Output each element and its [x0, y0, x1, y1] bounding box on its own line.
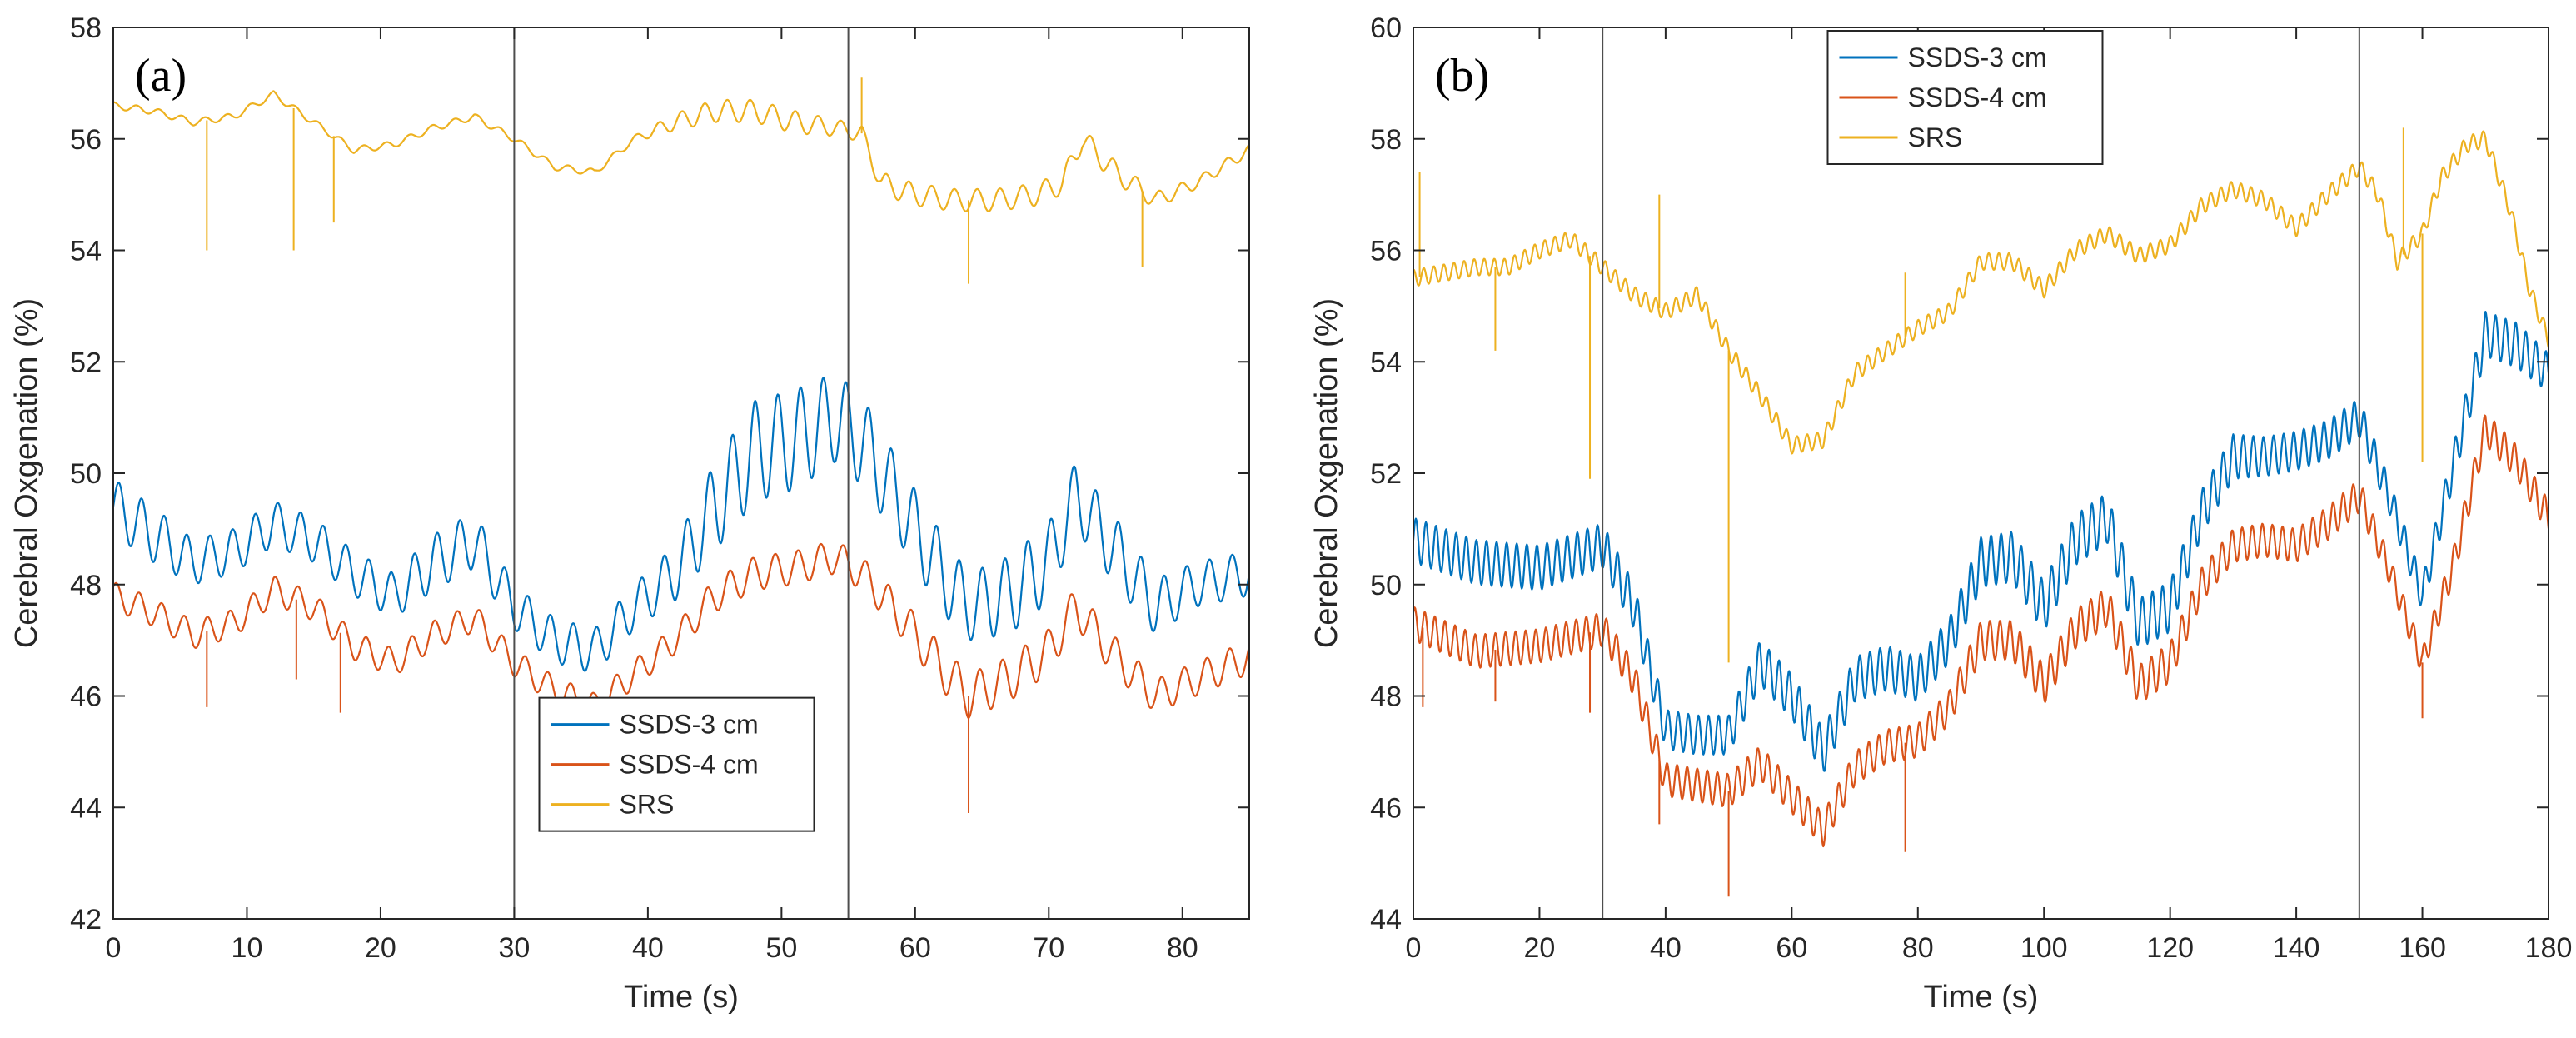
- series-line-ssds-4-cm: [113, 542, 1249, 720]
- x-tick-label: 60: [899, 932, 931, 964]
- x-tick-label: 120: [2146, 932, 2194, 964]
- legend-entry-label: SSDS-4 cm: [620, 750, 759, 780]
- x-tick-label: 10: [232, 932, 263, 964]
- x-tick-label: 60: [1776, 932, 1807, 964]
- x-tick-label: 0: [1406, 932, 1422, 964]
- x-tick-label: 30: [498, 932, 530, 964]
- y-tick-label: 44: [1370, 904, 1402, 936]
- x-axis-label: Time (s): [624, 980, 739, 1015]
- y-tick-label: 54: [70, 236, 102, 267]
- x-tick-label: 40: [632, 932, 664, 964]
- y-axis-label: Cerebral Oxgenation (%): [9, 298, 44, 648]
- legend: SSDS-3 cm SSDS-4 cm SRS: [1826, 30, 2104, 165]
- legend-entry-label: SSDS-4 cm: [1907, 82, 2046, 112]
- y-tick-label: 50: [1370, 570, 1402, 601]
- y-tick-label: 58: [70, 12, 102, 44]
- y-tick-label: 56: [70, 124, 102, 156]
- legend-entry-label: SSDS-3 cm: [620, 710, 759, 740]
- x-tick-label: 100: [2020, 932, 2068, 964]
- legend-entry-label: SRS: [620, 790, 675, 820]
- y-tick-label: 48: [1370, 681, 1402, 713]
- x-tick-label: 50: [765, 932, 797, 964]
- legend: SSDS-3 cm SSDS-4 cm SRS: [538, 696, 815, 832]
- y-tick-label: 52: [1370, 458, 1402, 490]
- x-axis-label: Time (s): [1924, 980, 2039, 1015]
- y-tick-label: 50: [70, 458, 102, 490]
- x-tick-label: 0: [106, 932, 122, 964]
- x-tick-label: 80: [1167, 932, 1198, 964]
- chart-panel-a: 0 10 20 30 40 50 60 70 80 42 44 46 48 50 52 54 56 58 Time …: [9, 12, 1250, 1015]
- legend-entry-label: SRS: [1907, 122, 1962, 152]
- panel-label: (a): [135, 50, 187, 102]
- legend-entry-label: SSDS-3 cm: [1907, 42, 2046, 72]
- x-tick-label: 70: [1033, 932, 1064, 964]
- y-tick-label: 46: [70, 681, 102, 713]
- x-tick-label: 40: [1650, 932, 1682, 964]
- x-tick-label: 80: [1902, 932, 1934, 964]
- y-tick-label: 42: [70, 904, 102, 936]
- y-tick-label: 54: [1370, 347, 1402, 378]
- y-tick-label: 58: [1370, 124, 1402, 156]
- y-tick-label: 56: [1370, 236, 1402, 267]
- x-tick-label: 160: [2399, 932, 2446, 964]
- chart-panel-b: 0 20 40 60 80 100 120 140 160 180 44 46 48 50 52 54 56 58…: [1309, 12, 2572, 1015]
- y-tick-label: 60: [1370, 12, 1402, 44]
- x-tick-label: 20: [365, 932, 396, 964]
- y-tick-label: 52: [70, 347, 102, 378]
- y-tick-label: 48: [70, 570, 102, 601]
- x-tick-label: 140: [2273, 932, 2320, 964]
- plot-series-group: [113, 77, 1249, 813]
- series-line-srs: [113, 90, 1249, 212]
- panel-label: (b): [1435, 50, 1489, 102]
- series-line-ssds-3-cm: [113, 377, 1249, 672]
- x-tick-label: 20: [1524, 932, 1556, 964]
- x-tick-label: 180: [2525, 932, 2573, 964]
- y-tick-label: 44: [70, 792, 102, 824]
- y-axis-label: Cerebral Oxgenation (%): [1309, 298, 1344, 648]
- y-tick-label: 46: [1370, 792, 1402, 824]
